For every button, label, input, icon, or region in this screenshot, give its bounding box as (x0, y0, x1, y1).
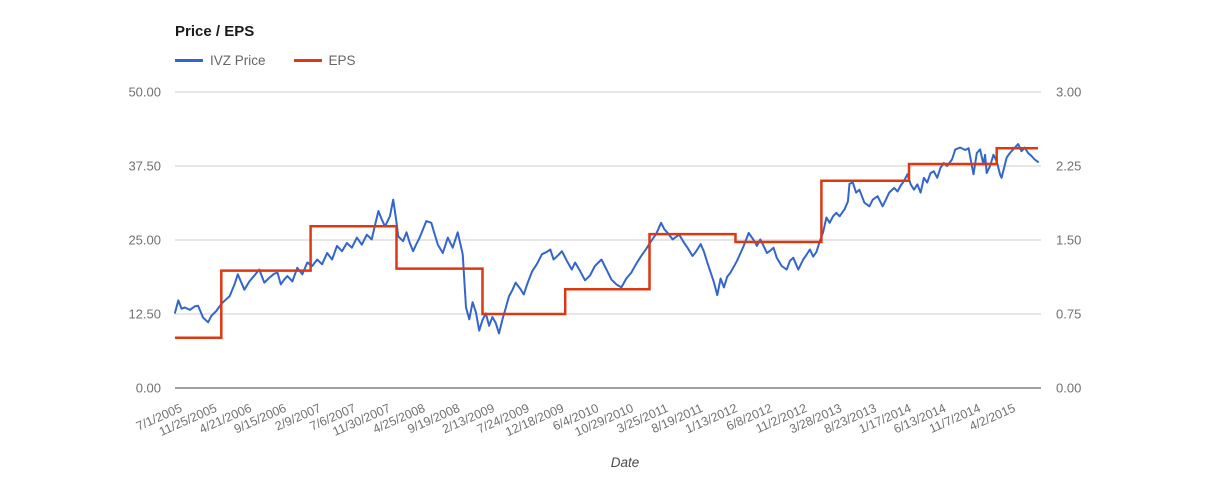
left-axis-tick-label: 50.00 (128, 85, 161, 100)
legend-label-ivz-price: IVZ Price (210, 53, 266, 68)
ivz-price-line (174, 143, 1039, 335)
eps-line (175, 146, 1038, 339)
legend-item-ivz-price: IVZ Price (175, 53, 266, 68)
right-axis-tick-label: 1.50 (1056, 233, 1081, 248)
right-axis-tick-label: 0.00 (1056, 381, 1081, 396)
x-axis-title: Date (610, 455, 640, 470)
right-axis-tick-label: 2.25 (1056, 159, 1081, 174)
chart-title: Price / EPS (175, 23, 255, 40)
left-axis-tick-label: 12.50 (128, 307, 161, 322)
left-axis-tick-label: 25.00 (128, 233, 161, 248)
left-axis-tick-label: 37.50 (128, 159, 161, 174)
right-axis-tick-label: 3.00 (1056, 85, 1081, 100)
eps-line-swatch (293, 59, 322, 62)
right-axis-tick-label: 0.75 (1056, 307, 1081, 322)
left-axis-tick-label: 0.00 (136, 381, 161, 396)
chart-legend: IVZ Price EPS (175, 53, 384, 68)
ivz-price-line-swatch (175, 59, 203, 62)
legend-item-eps: EPS (293, 53, 356, 68)
legend-label-eps: EPS (328, 53, 356, 68)
